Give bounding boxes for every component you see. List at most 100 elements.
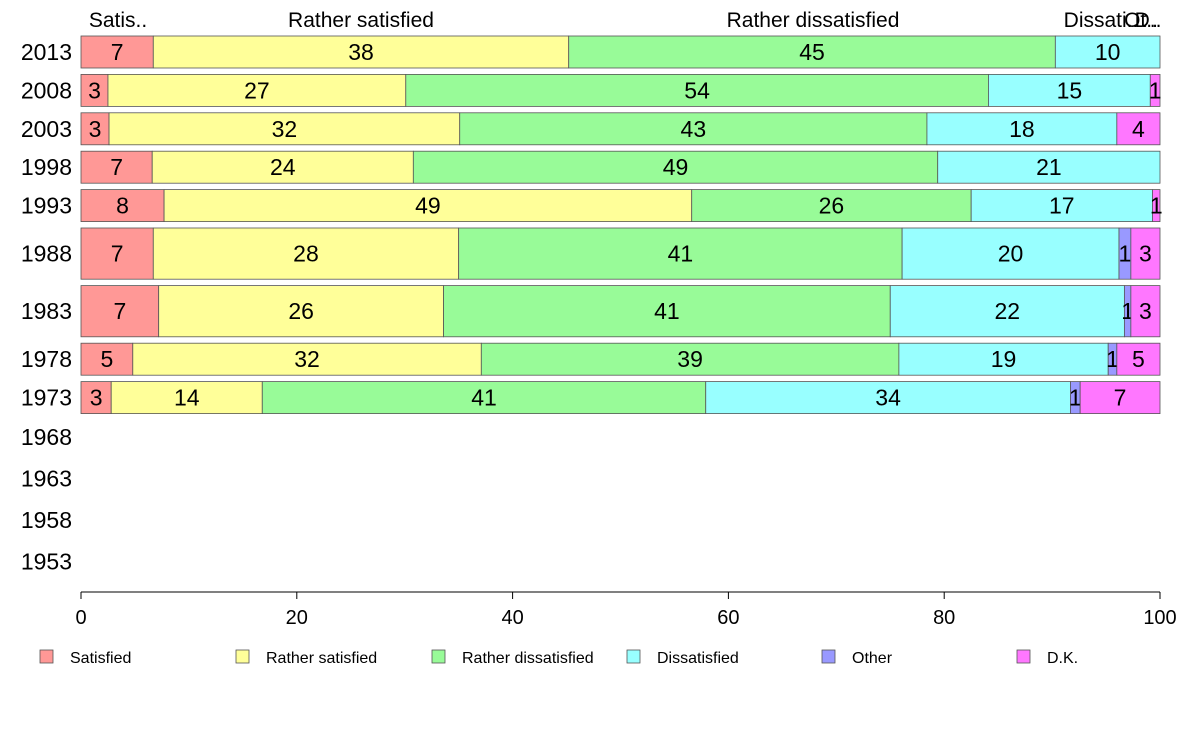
bar-2013-dissatisfied [1054,35,1161,69]
bar-1983-satisfied [80,285,160,338]
bar-row-1983: 7 26 41 22 1 3 [80,285,1161,338]
data-label-1998-dissatisfied: 21 [1036,154,1062,180]
y-tick-label-1998: 1998 [21,154,72,180]
bar-row-1988: 7 28 41 20 1 3 [80,227,1161,280]
data-label-2003-dissatisfied: 18 [1009,116,1035,142]
bar-1988-dissatisfied [901,227,1120,280]
legend-label-satisfied: Satisfied [70,650,131,667]
legend-swatch-rather-dissatisfied [431,649,446,664]
bar-1973-d-k- [1079,381,1161,415]
x-tick-label-20: 20 [286,607,308,629]
y-tick-label-1983: 1983 [21,298,72,324]
bar-row-1998: 7 24 49 21 [80,150,1161,184]
data-label-1978-dissatisfied: 19 [991,346,1017,372]
legend-swatch-dissatisfied [626,649,641,664]
data-label-1973-rather-satisfied: 14 [174,385,200,411]
data-label-1973-rather-dissatisfied: 41 [471,385,497,411]
legend-label-rather-dissatisfied: Rather dissatisfied [462,650,594,667]
top-label-0: Satis.. [89,9,147,32]
bar-2003-rather-satisfied [108,112,461,146]
legend-item-rather-dissatisfied: Rather dissatisfied [431,649,594,667]
x-tick-label-60: 60 [717,607,739,629]
data-label-2008-rather-satisfied: 27 [244,77,270,103]
top-label-2: Rather dissatisfied [727,9,900,32]
data-label-1998-rather-dissatisfied: 49 [663,154,689,180]
bar-1973-satisfied [80,381,112,415]
top-label-4: Ot.. [1124,9,1158,32]
legend-swatch-satisfied [39,649,54,664]
data-label-2008-d-k-: 1 [1149,77,1162,103]
data-label-1973-d-k-: 7 [1114,385,1127,411]
bar-1978-d-k- [1116,342,1161,376]
top-category-labels: Satis.. Rather satisfied Rather dissatisfi… [89,9,1162,32]
bar-1993-dissatisfied [970,189,1153,223]
y-tick-label-1958: 1958 [21,507,72,533]
data-label-1983-rather-dissatisfied: 41 [654,298,680,324]
bar-2008-d-k- [1149,74,1161,107]
data-label-1978-rather-dissatisfied: 39 [677,346,703,372]
legend-swatch-other [821,649,836,664]
data-label-2013-rather-dissatisfied: 45 [799,39,825,65]
data-label-1993-dissatisfied: 17 [1049,193,1075,219]
bar-2008-rather-satisfied [107,74,407,107]
data-label-1978-other: 1 [1106,346,1119,372]
y-tick-label-1993: 1993 [21,193,72,219]
y-tick-label-1978: 1978 [21,346,72,372]
legend-item-dissatisfied: Dissatisfied [626,649,739,667]
data-label-2003-rather-satisfied: 32 [272,116,298,142]
data-label-1993-satisfied: 8 [116,193,129,219]
legend-item-d-k-: D.K. [1016,649,1078,667]
bar-row-1973: 3 14 41 34 1 7 [80,381,1161,415]
bar-1983-d-k- [1130,285,1161,338]
bar-1973-rather-dissatisfied [261,381,707,415]
bar-1973-rather-satisfied [110,381,263,415]
data-label-2003-satisfied: 3 [89,116,102,142]
bar-2008-rather-dissatisfied [405,74,989,107]
bar-2008-dissatisfied [988,74,1151,107]
data-label-2013-rather-satisfied: 38 [348,39,374,65]
y-tick-label-1968: 1968 [21,424,72,450]
data-label-1988-satisfied: 7 [111,241,124,267]
data-label-1988-other: 1 [1119,241,1132,267]
data-label-1988-dissatisfied: 20 [998,241,1024,267]
y-tick-label-1973: 1973 [21,385,72,411]
data-label-1983-dissatisfied: 22 [995,298,1021,324]
data-label-2013-satisfied: 7 [111,39,124,65]
bar-1988-d-k- [1130,227,1161,280]
bar-1983-rather-satisfied [158,285,444,338]
data-label-1993-rather-satisfied: 49 [415,193,441,219]
bar-1988-rather-dissatisfied [458,227,903,280]
legend-item-satisfied: Satisfied [39,649,131,667]
bar-1993-rather-dissatisfied [691,189,972,223]
data-label-1973-satisfied: 3 [90,385,103,411]
bar-2013-rather-dissatisfied [568,35,1056,69]
bar-1998-rather-satisfied [151,150,414,184]
data-label-1978-rather-satisfied: 32 [294,346,320,372]
bar-row-2013: 7 38 45 10 [80,35,1161,69]
data-label-1988-d-k-: 3 [1139,241,1152,267]
legend-item-rather-satisfied: Rather satisfied [235,649,377,667]
data-label-2013-dissatisfied: 10 [1095,39,1121,65]
data-label-1978-d-k-: 5 [1132,346,1145,372]
bar-1988-satisfied [80,227,154,280]
data-label-1998-satisfied: 7 [110,154,123,180]
x-tick-label-40: 40 [501,607,523,629]
x-tick-label-100: 100 [1143,607,1176,629]
y-tick-label-1963: 1963 [21,465,72,491]
bar-1993-satisfied [80,189,165,223]
legend-label-dissatisfied: Dissatisfied [657,650,739,667]
bar-1978-rather-dissatisfied [480,342,900,376]
bar-2008-satisfied [80,74,109,107]
bar-row-1978: 5 32 39 19 1 5 [80,342,1161,376]
plot-area: 7 38 45 103 27 54 15 13 32 43 18 47 24 49 218 49 26 17 17 2… [80,35,1163,415]
x-tick-label-0: 0 [75,607,86,629]
data-label-1993-rather-dissatisfied: 26 [819,193,845,219]
data-label-1983-satisfied: 7 [113,298,126,324]
y-tick-label-2013: 2013 [21,39,72,65]
data-label-2003-rather-dissatisfied: 43 [681,116,707,142]
bar-1983-rather-dissatisfied [443,285,891,338]
bar-row-2008: 3 27 54 15 1 [80,74,1162,107]
data-label-1993-d-k-: 1 [1150,193,1163,219]
bar-1978-rather-satisfied [132,342,482,376]
